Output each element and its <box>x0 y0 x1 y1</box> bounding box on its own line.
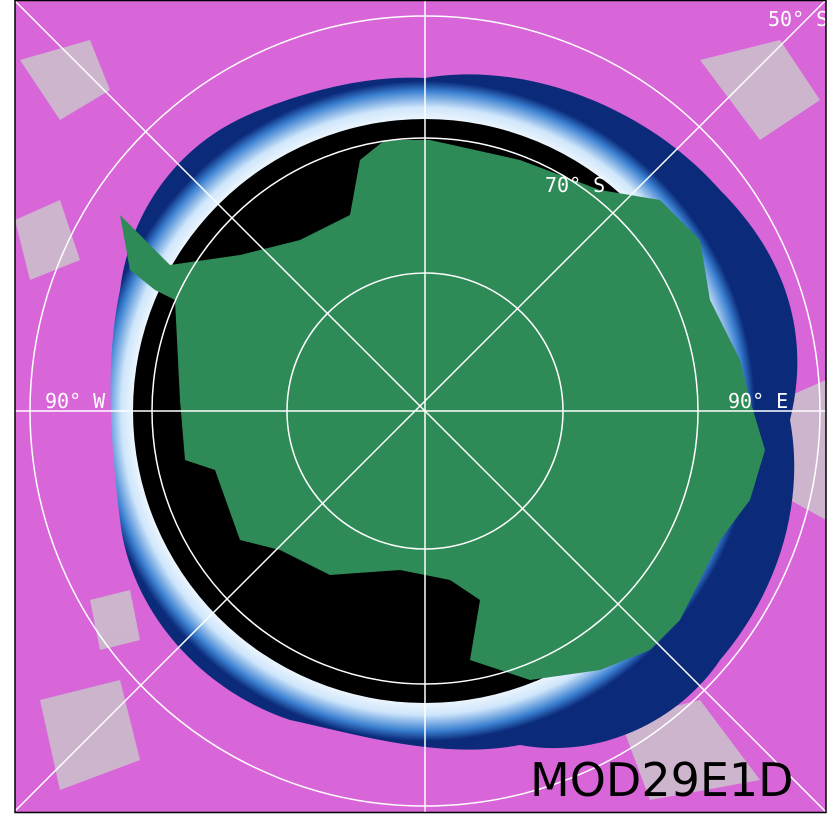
latitude-label: 50° S <box>768 7 828 31</box>
map: 50° S 70° S 90° W 90° E MOD29E1D <box>0 0 840 821</box>
longitude-label: 90° W <box>45 389 106 413</box>
map-body: 50° S 70° S 90° W 90° E MOD29E1D <box>14 0 828 812</box>
latitude-label: 70° S <box>545 173 605 197</box>
product-name: MOD29E1D <box>530 753 794 807</box>
longitude-label: 90° E <box>728 389 788 413</box>
